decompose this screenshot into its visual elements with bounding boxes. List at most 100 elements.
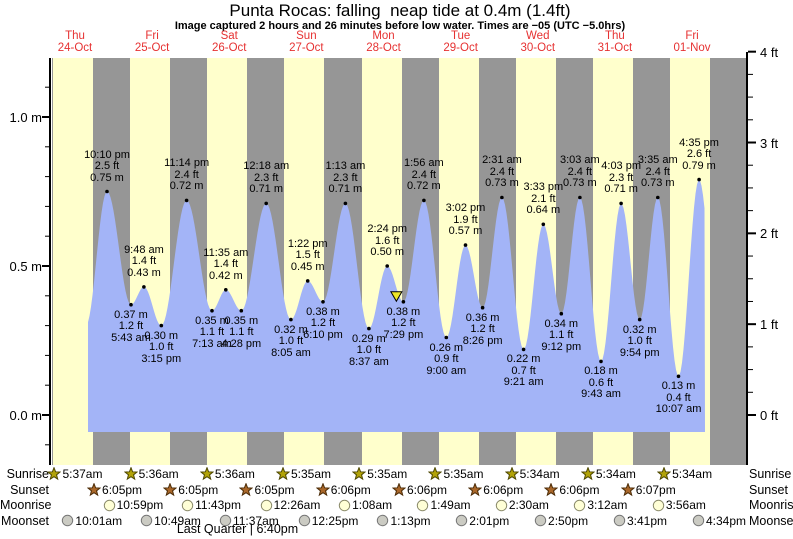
astro-event: 2:01pm bbox=[455, 514, 509, 528]
day-of-week: Sun bbox=[296, 30, 317, 42]
astro-event: 6:07pm bbox=[620, 482, 676, 497]
tide-extreme-dot bbox=[422, 198, 426, 203]
circle-shape bbox=[495, 499, 508, 511]
moonset-icon bbox=[140, 514, 153, 527]
day-of-week: Tue bbox=[450, 30, 471, 42]
astro-event: 5:35am bbox=[428, 467, 483, 481]
circle-shape bbox=[338, 499, 351, 511]
right-axis-minor-tick bbox=[748, 369, 753, 371]
astro-event: 6:06pm bbox=[544, 482, 600, 497]
day-date: 24-Oct bbox=[57, 41, 93, 54]
tide-extreme-dot bbox=[480, 305, 485, 310]
tide-extreme-dot bbox=[559, 311, 564, 316]
moonset-icon bbox=[613, 514, 626, 527]
astro-event-time: 5:37am bbox=[62, 467, 103, 481]
sunset-star-icon bbox=[544, 482, 559, 496]
astro-event-time: 5:34am bbox=[595, 467, 636, 481]
left-axis-tick-label: 0.5 m bbox=[9, 259, 42, 274]
astro-event: 6:06pm bbox=[391, 482, 447, 497]
astro-event-time: 2:50pm bbox=[548, 513, 589, 528]
circle-shape bbox=[219, 514, 232, 527]
left-axis-minor-tick bbox=[45, 235, 50, 237]
day-label: Sat 26-Oct bbox=[194, 30, 264, 54]
astro-row-label-left: Moonset bbox=[1, 513, 49, 528]
astro-event-time: 5:36am bbox=[214, 467, 255, 481]
sunset-star-icon bbox=[87, 482, 102, 496]
day-of-week: Thu bbox=[65, 30, 85, 42]
right-axis-major-tick bbox=[748, 50, 756, 53]
astro-event: 5:35am bbox=[352, 467, 407, 481]
left-axis-major-tick bbox=[42, 116, 50, 118]
astro-event-time: 1:49am bbox=[430, 498, 471, 512]
tide-extreme-dot bbox=[401, 300, 406, 304]
star-shape bbox=[580, 467, 595, 481]
day-label: Wed 30-Oct bbox=[503, 30, 573, 54]
astro-event: 10:59pm bbox=[103, 498, 164, 512]
moonrise-icon bbox=[495, 499, 508, 511]
tide-extreme-dot bbox=[289, 317, 293, 322]
circle-shape bbox=[298, 514, 310, 527]
moonset-icon bbox=[377, 514, 389, 527]
moonrise-icon bbox=[103, 499, 115, 511]
star-shape bbox=[276, 467, 290, 481]
astro-event-time: 5:34am bbox=[519, 467, 560, 481]
day-of-week: Fri bbox=[145, 30, 159, 42]
day-of-week: Sat bbox=[220, 30, 238, 42]
star-shape bbox=[87, 482, 102, 496]
left-axis-tick-label: 1.0 m bbox=[9, 110, 42, 125]
left-axis-minor-tick bbox=[45, 384, 50, 386]
astro-event-time: 10:59pm bbox=[116, 498, 164, 512]
moonrise-icon bbox=[260, 499, 272, 511]
astro-event-time: 6:06pm bbox=[483, 482, 524, 497]
day-label: Sun 27-Oct bbox=[271, 30, 341, 54]
star-shape bbox=[657, 467, 672, 481]
right-axis-major-tick bbox=[748, 232, 756, 235]
day-of-week: Thu bbox=[604, 30, 625, 42]
tide-plot-area bbox=[52, 58, 747, 465]
daylight-band bbox=[53, 58, 93, 465]
astro-event-time: 6:06pm bbox=[559, 482, 600, 497]
sunset-star-icon bbox=[468, 482, 483, 496]
star-shape bbox=[163, 482, 178, 496]
astro-event-time: 4:34pm bbox=[706, 513, 747, 528]
star-shape bbox=[47, 467, 62, 481]
astro-event: 6:05pm bbox=[239, 482, 295, 497]
tide-extreme-dot bbox=[444, 335, 449, 340]
day-of-week: Wed bbox=[526, 30, 550, 42]
astro-event: 1:49am bbox=[416, 498, 471, 512]
astro-row-label-right: Sunrise bbox=[749, 467, 792, 481]
circle-shape bbox=[652, 499, 665, 511]
moonset-icon bbox=[692, 514, 705, 527]
astro-event: 3:56am bbox=[652, 498, 706, 512]
astro-event-time: 3:56am bbox=[665, 498, 706, 512]
astro-event: 6:05pm bbox=[163, 482, 218, 497]
astro-row-label-left: Moonrise bbox=[0, 498, 52, 512]
astro-event: 6:06pm bbox=[468, 482, 524, 497]
astro-event: 5:34am bbox=[504, 467, 560, 481]
day-date: 27-Oct bbox=[289, 41, 324, 54]
left-axis-minor-tick bbox=[45, 205, 50, 207]
right-axis-tick-label: 1 ft bbox=[760, 317, 779, 333]
left-axis-minor-tick bbox=[45, 146, 50, 148]
circle-shape bbox=[103, 499, 115, 511]
astro-event-time: 1:08am bbox=[352, 498, 393, 512]
moonset-icon bbox=[534, 514, 547, 527]
left-axis-minor-tick bbox=[45, 86, 50, 88]
star-shape bbox=[428, 467, 443, 481]
sunrise-star-icon bbox=[657, 467, 672, 481]
astro-event: 5:36am bbox=[199, 467, 255, 481]
sunrise-star-icon bbox=[504, 467, 519, 481]
tide-extreme-dot bbox=[210, 308, 214, 313]
tide-extreme-dot bbox=[367, 326, 371, 331]
star-shape bbox=[620, 482, 635, 496]
tide-extreme-dot bbox=[343, 201, 348, 206]
astro-event: 10:01am bbox=[61, 514, 122, 528]
left-axis-major-tick bbox=[42, 414, 50, 416]
day-date: 25-Oct bbox=[134, 41, 170, 54]
circle-shape bbox=[260, 499, 272, 511]
star-shape bbox=[468, 482, 483, 496]
astro-event: 11:43pm bbox=[181, 498, 241, 512]
tide-extreme-dot bbox=[656, 195, 660, 200]
right-axis-minor-tick bbox=[748, 187, 753, 189]
